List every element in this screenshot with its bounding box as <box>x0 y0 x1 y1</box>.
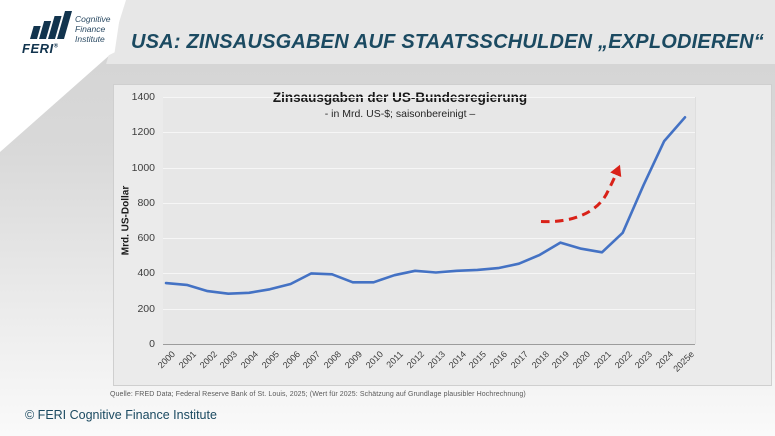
y-tick-label: 1200 <box>131 126 155 139</box>
page-title: USA: ZINSAUSGABEN AUF STAATSSCHULDEN „EX… <box>131 31 764 53</box>
gridline <box>163 132 695 134</box>
line-chart <box>164 115 687 295</box>
x-axis-line <box>163 344 695 345</box>
gridline <box>163 97 695 98</box>
gridline <box>163 273 695 275</box>
registered-mark: ® <box>53 43 59 50</box>
logo-tagline: Cognitive Finance Institute <box>75 14 111 44</box>
y-tick-label: 200 <box>137 302 155 315</box>
gridline <box>163 308 695 310</box>
y-tick-label: 800 <box>137 196 155 209</box>
gridline <box>163 202 695 204</box>
y-tick-label: 0 <box>149 338 155 350</box>
y-tick-label: 1400 <box>131 91 155 103</box>
chart-subtitle: - in Mrd. US-$; saisonbereinigt – <box>324 108 476 120</box>
source-note: Quelle: FRED Data; Federal Reserve Bank … <box>110 391 526 398</box>
y-tick-label: 1000 <box>131 161 155 174</box>
footer-copyright: © FERI Cognitive Finance Institute <box>25 408 217 422</box>
y-tick-label: 400 <box>137 267 155 280</box>
plot-area <box>163 97 695 344</box>
plot-right-edge <box>695 97 696 344</box>
header-band <box>106 0 775 64</box>
gridline <box>163 167 695 169</box>
chart-panel: Zinsausgaben der US-Bundesregierung - in… <box>113 84 772 386</box>
bar-chart-logo-icon <box>29 11 73 39</box>
y-tick-label: 600 <box>137 232 155 245</box>
dashed-trend-arrow <box>540 164 622 224</box>
interest-expense-line <box>164 115 687 295</box>
logo-brand-text: FERI® <box>22 41 59 56</box>
gridline <box>163 238 695 240</box>
